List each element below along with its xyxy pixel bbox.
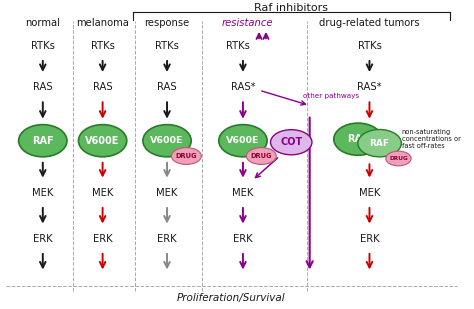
Text: RTKs: RTKs [155, 41, 179, 51]
Ellipse shape [246, 148, 276, 164]
Ellipse shape [358, 129, 401, 157]
Text: MEK: MEK [359, 188, 380, 198]
Text: Proliferation/Survival: Proliferation/Survival [177, 293, 286, 303]
Text: RAS*: RAS* [357, 82, 382, 92]
Text: RAS*: RAS* [231, 82, 255, 92]
Ellipse shape [271, 130, 312, 155]
Text: MEK: MEK [92, 188, 113, 198]
Text: MEK: MEK [232, 188, 254, 198]
Text: DRUG: DRUG [251, 153, 272, 159]
Ellipse shape [79, 125, 127, 157]
Ellipse shape [143, 125, 191, 157]
Text: RAS: RAS [33, 82, 53, 92]
Text: MEK: MEK [32, 188, 54, 198]
Ellipse shape [18, 125, 67, 157]
Text: RAF: RAF [370, 139, 390, 148]
Text: V600E: V600E [150, 136, 184, 145]
Text: ERK: ERK [233, 234, 253, 244]
Text: resistance: resistance [222, 19, 273, 28]
Text: DRUG: DRUG [389, 156, 408, 161]
Text: MEK: MEK [156, 188, 178, 198]
Text: RAF: RAF [32, 136, 54, 146]
Text: melanoma: melanoma [76, 19, 129, 28]
Text: RAS: RAS [157, 82, 177, 92]
Text: normal: normal [25, 19, 60, 28]
Ellipse shape [386, 151, 411, 166]
Text: ERK: ERK [93, 234, 112, 244]
Text: RAF: RAF [347, 134, 369, 144]
Text: RTKs: RTKs [31, 41, 55, 51]
Text: RAS: RAS [93, 82, 112, 92]
Text: Raf inhibitors: Raf inhibitors [254, 3, 328, 13]
Text: non-saturating
concentrations or
fast off-rates: non-saturating concentrations or fast of… [401, 129, 461, 149]
Text: other pathways: other pathways [303, 93, 359, 99]
Text: RTKs: RTKs [91, 41, 115, 51]
Ellipse shape [172, 148, 201, 164]
Text: RTKs: RTKs [357, 41, 382, 51]
Text: response: response [145, 19, 190, 28]
Text: COT: COT [280, 137, 302, 147]
Ellipse shape [219, 125, 267, 157]
Text: RTKs: RTKs [227, 41, 250, 51]
Text: ERK: ERK [157, 234, 177, 244]
Text: V600E: V600E [85, 136, 120, 146]
Text: V600E: V600E [226, 136, 260, 145]
Ellipse shape [334, 123, 382, 155]
Text: drug-related tumors: drug-related tumors [319, 19, 420, 28]
Text: ERK: ERK [33, 234, 53, 244]
Text: DRUG: DRUG [175, 153, 197, 159]
Text: ERK: ERK [360, 234, 379, 244]
